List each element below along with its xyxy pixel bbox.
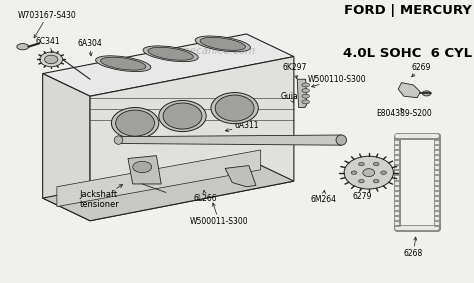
Polygon shape [90,57,294,221]
Polygon shape [225,166,256,187]
Polygon shape [398,83,420,98]
Ellipse shape [148,47,193,60]
Text: 6C341: 6C341 [36,37,60,55]
Ellipse shape [302,94,310,98]
Ellipse shape [302,83,310,87]
Ellipse shape [17,44,28,50]
Text: Jackshaft
tensioner: Jackshaft tensioner [80,185,123,209]
Polygon shape [118,135,341,145]
Text: 6A311: 6A311 [225,121,259,132]
Ellipse shape [374,179,379,183]
Ellipse shape [111,108,159,139]
Polygon shape [57,150,261,207]
Text: 6279: 6279 [352,185,372,201]
Ellipse shape [200,37,246,50]
Text: FORD | MERCURY: FORD | MERCURY [344,4,472,17]
Polygon shape [43,74,90,221]
Text: 6269: 6269 [411,63,431,77]
Ellipse shape [114,136,123,144]
Ellipse shape [351,171,357,174]
Ellipse shape [422,91,431,96]
Text: 6M264: 6M264 [310,190,337,204]
Ellipse shape [159,100,206,132]
Ellipse shape [40,52,63,67]
Ellipse shape [302,100,310,104]
Ellipse shape [143,46,198,62]
Ellipse shape [211,93,258,124]
Ellipse shape [363,169,375,177]
Ellipse shape [116,110,155,136]
Ellipse shape [96,56,151,72]
Ellipse shape [358,179,364,183]
Ellipse shape [358,162,364,166]
Ellipse shape [344,156,393,189]
Ellipse shape [381,171,386,174]
Text: W500110-S300: W500110-S300 [308,75,367,87]
Polygon shape [43,34,294,96]
Text: Guia: Guia [281,92,299,103]
Polygon shape [43,158,294,221]
Ellipse shape [374,162,379,166]
Ellipse shape [133,161,152,173]
Text: automecanico.com: automecanico.com [156,46,256,56]
Text: W500011-S300: W500011-S300 [190,203,248,226]
Ellipse shape [45,55,58,64]
Text: 4.0L SOHC  6 CYL: 4.0L SOHC 6 CYL [343,47,472,60]
Text: 6K297: 6K297 [282,63,306,79]
Text: W703167-S430: W703167-S430 [18,11,77,38]
Text: 6268: 6268 [404,237,423,258]
Text: 6A304: 6A304 [77,39,102,56]
Ellipse shape [100,57,146,70]
Ellipse shape [302,89,310,93]
Text: 6L266: 6L266 [193,190,217,203]
Polygon shape [297,79,307,108]
Polygon shape [128,156,161,184]
Ellipse shape [215,95,254,121]
Ellipse shape [336,135,346,145]
Text: E804389-S200: E804389-S200 [376,108,432,118]
Ellipse shape [195,36,250,52]
Ellipse shape [163,103,202,129]
